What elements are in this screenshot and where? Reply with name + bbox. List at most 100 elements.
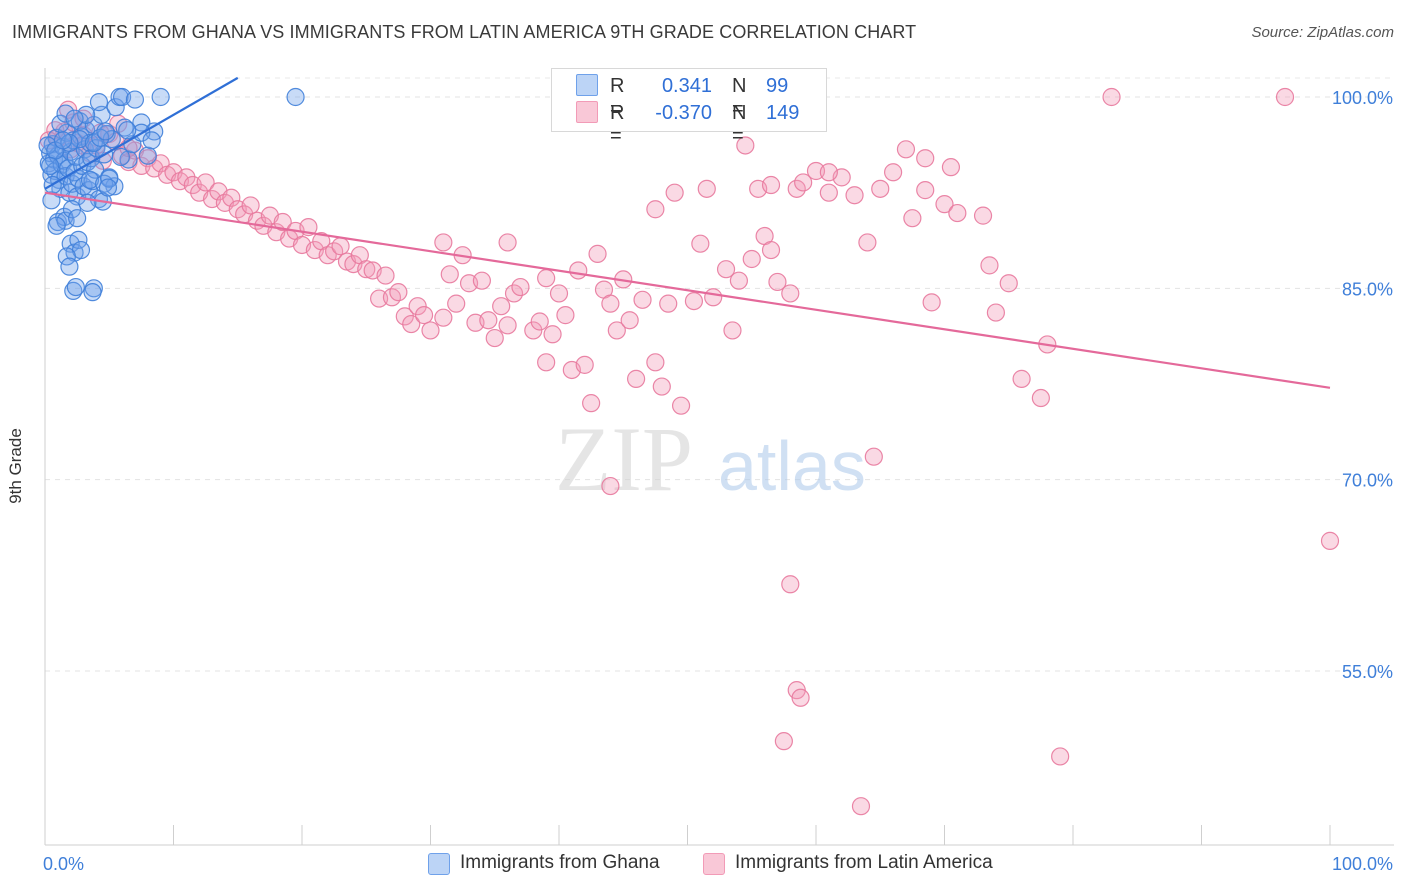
gridlines	[45, 77, 1394, 672]
latin-america-point	[196, 173, 215, 192]
ghana-point	[151, 87, 170, 107]
latin-america-point	[575, 355, 594, 374]
latin-america-point	[479, 311, 498, 330]
chart-title: IMMIGRANTS FROM GHANA VS IMMIGRANTS FROM…	[12, 22, 917, 42]
latin-america-point	[691, 234, 710, 253]
latin-america-points	[39, 87, 1340, 816]
latin-america-point	[659, 294, 678, 313]
latin-america-point	[440, 265, 459, 284]
legend-swatch-ghana	[576, 74, 598, 96]
ghana-point	[56, 104, 75, 123]
ghana-point	[118, 121, 137, 140]
latin-america-point	[903, 209, 922, 228]
latin-america-point	[791, 688, 810, 707]
latin-america-point	[871, 179, 890, 198]
y-tick-label: 85.0%	[1342, 279, 1393, 299]
latin-america-point	[447, 294, 466, 313]
latin-america-point	[1051, 747, 1070, 766]
latin-america-point	[1320, 531, 1340, 550]
x-tick-label-min: 0.0%	[43, 854, 84, 874]
ghana-point	[53, 131, 73, 150]
ghana-point	[132, 113, 151, 132]
watermark-zip: ZIP	[555, 408, 693, 510]
y-tick-label: 55.0%	[1342, 662, 1393, 682]
latin-america-point	[883, 163, 903, 182]
legend-r-value-latin-america: -0.370	[655, 102, 712, 124]
latin-america-point	[819, 163, 838, 182]
ghana-point	[286, 87, 305, 107]
bottom-legend-swatch-latin-america	[703, 853, 725, 875]
ghana-point	[78, 193, 97, 212]
latin-america-point	[492, 297, 511, 316]
latin-america-point	[537, 353, 556, 372]
ghana-point	[56, 211, 75, 230]
correlation-legend: R = 0.341 N = 99 R = -0.370 N = 149	[551, 68, 827, 147]
latin-america-point	[331, 237, 350, 256]
latin-america-trend-line	[44, 191, 1331, 389]
latin-america-point	[761, 175, 781, 195]
ghana-point	[125, 90, 145, 109]
ghana-point	[77, 105, 96, 124]
latin-america-point	[357, 260, 376, 279]
ghana-point	[65, 109, 84, 128]
latin-america-point	[421, 321, 440, 340]
watermark: ZIP atlas	[555, 408, 866, 510]
legend-r-label: R =	[610, 102, 625, 147]
ghana-point	[138, 146, 157, 165]
latin-america-point	[665, 183, 684, 202]
bottom-legend-swatch-ghana	[428, 853, 450, 875]
ghana-point	[142, 131, 161, 150]
y-axis-label: 9th Grade	[6, 428, 25, 504]
latin-america-point	[556, 306, 575, 325]
latin-america-point	[781, 575, 800, 594]
latin-america-point	[434, 233, 453, 252]
ghana-point	[89, 93, 109, 112]
latin-america-point	[768, 272, 787, 292]
latin-america-point	[999, 274, 1018, 293]
latin-america-point	[922, 293, 941, 312]
latin-america-point	[851, 797, 871, 816]
bottom-legend-label-ghana: Immigrants from Ghana	[460, 852, 660, 873]
tick-labels: 100.0% 85.0% 70.0% 55.0% 0.0% 100.0%	[43, 88, 1393, 874]
y-tick-label: 100.0%	[1332, 88, 1393, 108]
y-tick-label: 70.0%	[1342, 471, 1393, 491]
latin-america-point	[524, 321, 543, 340]
ghana-point	[83, 283, 102, 302]
latin-america-point	[414, 306, 434, 325]
latin-america-point	[684, 291, 704, 311]
latin-america-point	[434, 308, 453, 327]
latin-america-point	[273, 212, 292, 232]
source-note: Source: ZipAtlas.com	[1251, 24, 1394, 41]
latin-america-point	[948, 203, 967, 223]
latin-america-point	[864, 447, 883, 466]
latin-america-point	[588, 244, 607, 263]
latin-america-point	[549, 284, 569, 303]
ghana-point	[98, 178, 118, 197]
latin-america-point	[537, 269, 556, 288]
latin-america-point	[582, 394, 601, 413]
ghana-points	[38, 87, 305, 302]
latin-america-point	[723, 321, 742, 340]
latin-america-point	[1012, 369, 1031, 388]
latin-america-point	[601, 476, 620, 496]
latin-america-point	[472, 271, 491, 290]
latin-america-point	[389, 283, 408, 302]
latin-america-point	[1275, 87, 1295, 107]
latin-america-point	[1031, 388, 1050, 408]
latin-america-point	[1102, 87, 1121, 107]
latin-america-point	[626, 369, 646, 388]
latin-america-point	[511, 277, 530, 297]
latin-america-point	[781, 284, 800, 303]
trend-lines	[44, 76, 1331, 389]
latin-america-point	[241, 196, 260, 215]
latin-america-point	[376, 266, 395, 285]
latin-america-point	[916, 149, 935, 168]
ghana-point	[41, 156, 60, 175]
latin-america-point	[935, 195, 954, 214]
legend-r-value-ghana: 0.341	[661, 75, 712, 97]
latin-america-point	[986, 303, 1006, 322]
ghana-point	[106, 98, 125, 117]
latin-america-point	[222, 188, 241, 207]
ghana-point	[60, 257, 79, 276]
